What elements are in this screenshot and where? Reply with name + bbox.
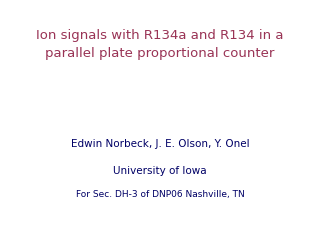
Text: University of Iowa: University of Iowa <box>113 166 207 176</box>
Text: Ion signals with R134a and R134 in a
parallel plate proportional counter: Ion signals with R134a and R134 in a par… <box>36 29 284 60</box>
Text: Edwin Norbeck, J. E. Olson, Y. Onel: Edwin Norbeck, J. E. Olson, Y. Onel <box>71 139 249 149</box>
Text: For Sec. DH-3 of DNP06 Nashville, TN: For Sec. DH-3 of DNP06 Nashville, TN <box>76 190 244 199</box>
